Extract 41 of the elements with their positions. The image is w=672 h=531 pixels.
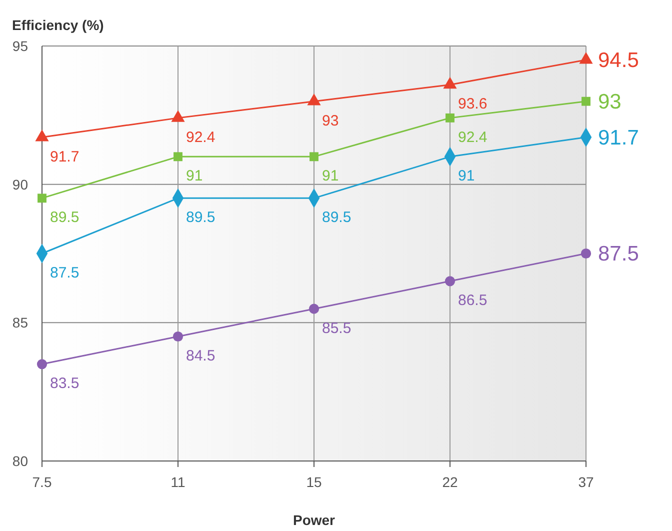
data-label: 91 (458, 168, 475, 185)
point (446, 113, 454, 122)
point (310, 152, 318, 162)
x-tick-label: 11 (170, 474, 186, 490)
point (444, 276, 456, 286)
data-label: 87.5 (50, 264, 80, 282)
data-label: 91 (322, 168, 339, 185)
point (174, 152, 182, 162)
point (582, 96, 590, 106)
point (172, 331, 184, 342)
y-axis-title: Efficiency (%) (12, 17, 104, 33)
x-tick-label: 37 (578, 474, 594, 490)
y-tick-label: 95 (12, 38, 28, 54)
data-label: 91.7 (50, 148, 80, 166)
data-label: 94.5 (598, 48, 639, 72)
x-tick-label: 7.5 (32, 474, 52, 490)
y-tick-label: 85 (12, 314, 28, 331)
data-label: 86.5 (458, 292, 488, 310)
point (308, 304, 320, 314)
data-label: 84.5 (186, 348, 216, 364)
data-label: 93.6 (458, 96, 488, 113)
data-label: 93 (598, 90, 622, 114)
y-tick-label: 80 (12, 453, 28, 469)
point (38, 194, 46, 203)
data-label: 89.5 (50, 209, 80, 226)
y-tick-label: 90 (12, 176, 28, 192)
data-label: 92.4 (458, 128, 488, 146)
x-tick-label: 15 (306, 474, 322, 490)
point (580, 248, 592, 259)
data-label: 89.5 (186, 209, 216, 226)
point (36, 359, 48, 370)
x-axis-title: Power (292, 512, 336, 528)
data-label: 93 (322, 112, 339, 130)
data-label: 91.7 (598, 126, 639, 150)
data-label: 85.5 (322, 320, 352, 337)
data-label: 91 (186, 168, 203, 185)
x-tick-label: 22 (442, 474, 458, 490)
data-label: 92.4 (186, 128, 216, 146)
data-label: 89.5 (322, 209, 352, 226)
data-label: 83.5 (50, 375, 80, 392)
data-label: 87.5 (598, 242, 639, 266)
